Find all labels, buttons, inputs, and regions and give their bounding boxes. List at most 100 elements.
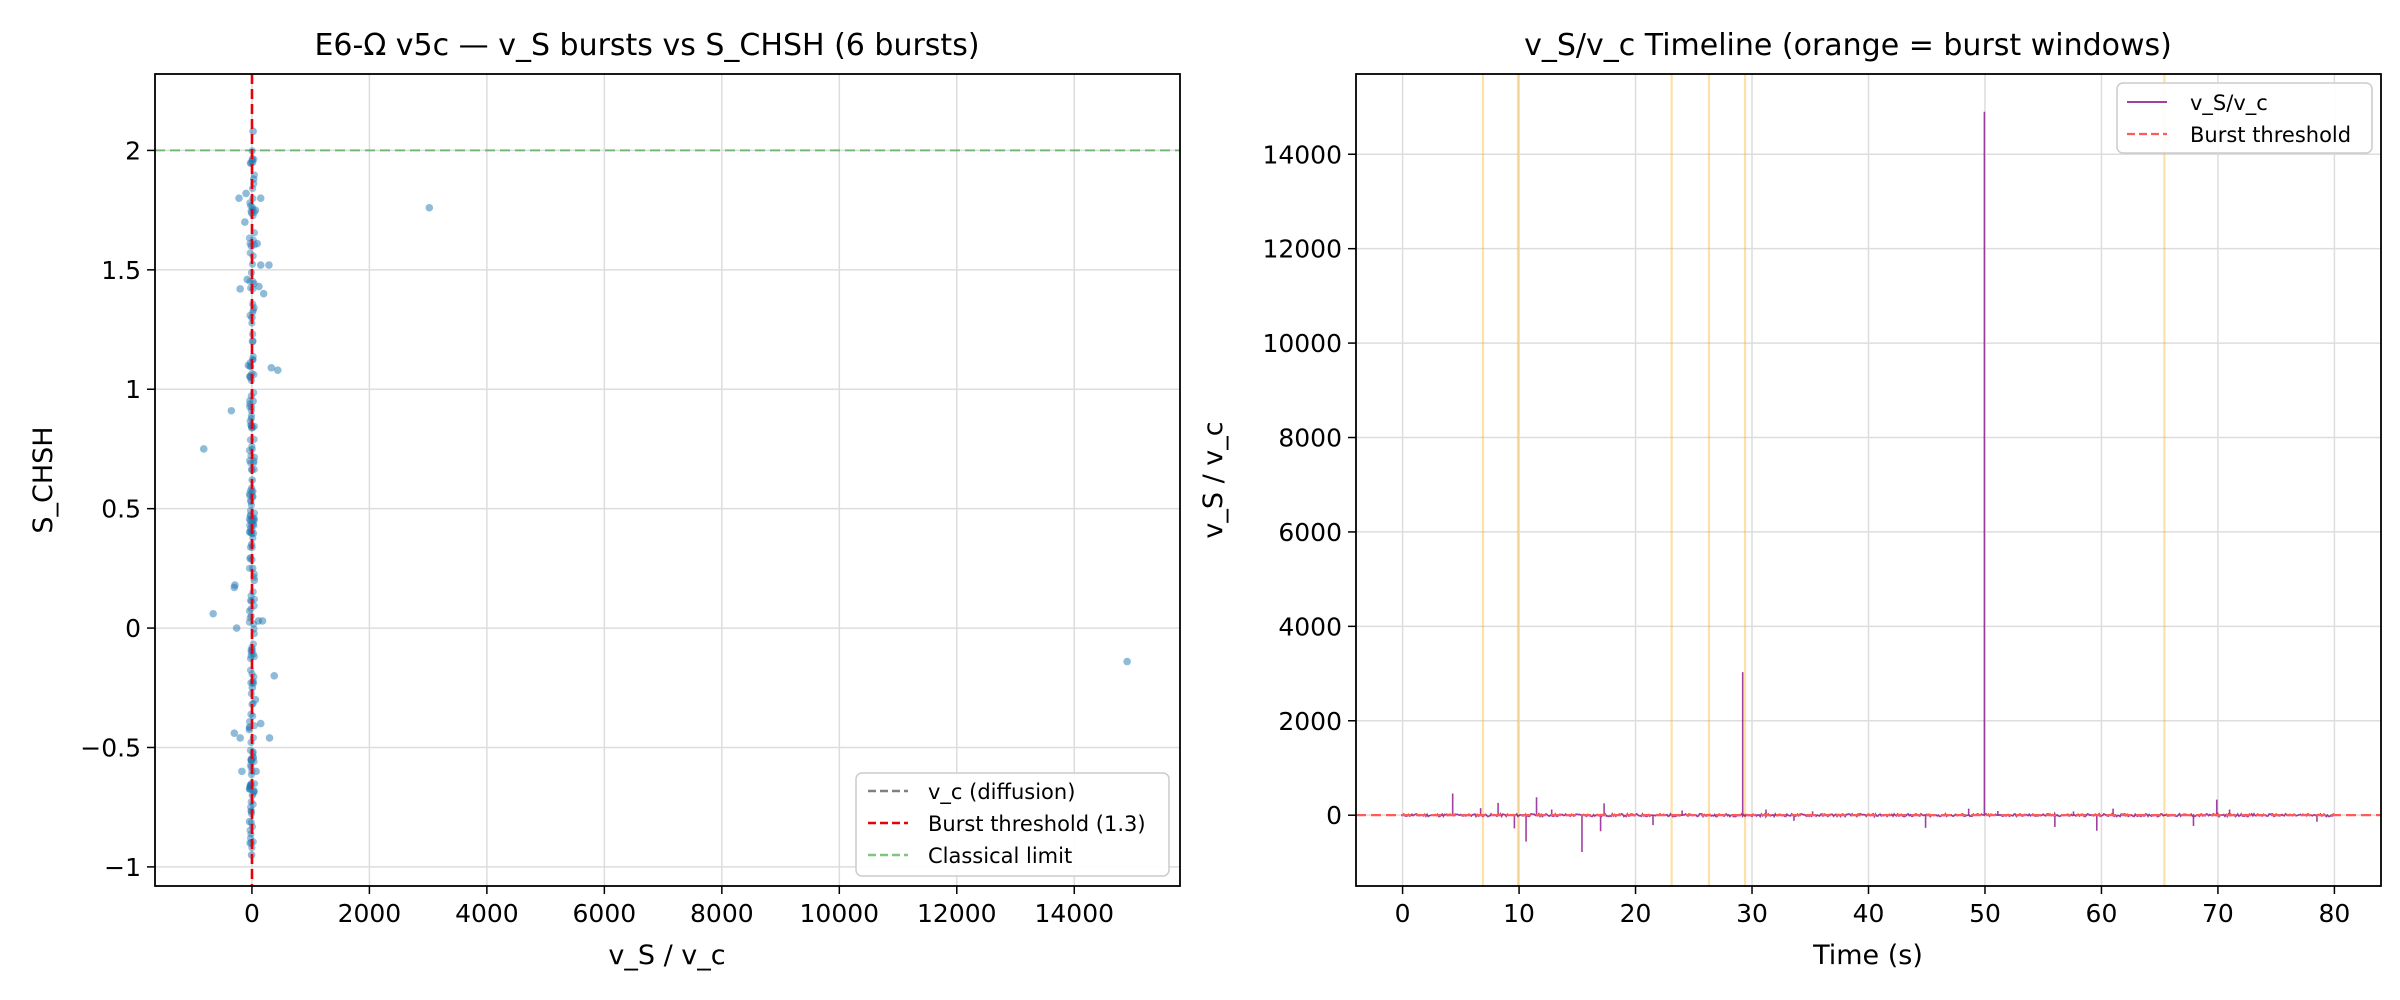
y-tick-label: −1 bbox=[104, 853, 141, 882]
scatter-point bbox=[242, 189, 250, 198]
scatter-point bbox=[256, 194, 265, 202]
x-tick-label: 4000 bbox=[455, 899, 519, 928]
x-tick-label: 40 bbox=[1853, 899, 1885, 928]
x-tick-label: 8000 bbox=[690, 899, 754, 928]
y-tick-label: 0 bbox=[1326, 801, 1342, 830]
x-tick-label: 70 bbox=[2202, 899, 2234, 928]
timeline-panel: v_S/v_c Timeline (orange = burst windows… bbox=[1198, 28, 2382, 971]
scatter-point bbox=[249, 278, 257, 286]
timeline-legend: v_S/v_c Burst threshold bbox=[2116, 82, 2373, 154]
scatter-point bbox=[231, 581, 239, 589]
y-tick-label: 4000 bbox=[1278, 612, 1342, 641]
x-tick-label: 10 bbox=[1503, 899, 1535, 928]
scatter-point bbox=[244, 361, 253, 370]
x-tick-label: 10000 bbox=[800, 899, 880, 928]
legend-label-timeline-burst-threshold: Burst threshold bbox=[2190, 123, 2351, 147]
legend-label-v-s-v-c: v_S/v_c bbox=[2190, 91, 2268, 116]
scatter-legend: v_c (diffusion) Burst threshold (1.3) Cl… bbox=[855, 772, 1170, 877]
scatter-point bbox=[247, 803, 255, 811]
y-tick-label: 2 bbox=[125, 136, 141, 165]
scatter-point bbox=[238, 767, 246, 776]
scatter-point bbox=[248, 683, 257, 692]
scatter-title: E6-Ω v5c — v_S bursts vs S_CHSH (6 burst… bbox=[314, 28, 979, 63]
scatter-point bbox=[256, 261, 265, 269]
scatter-point bbox=[199, 445, 208, 453]
scatter-point bbox=[425, 203, 434, 212]
x-tick-label: 50 bbox=[1969, 899, 2001, 928]
timeline-grid bbox=[1356, 74, 2381, 886]
scatter-point bbox=[258, 617, 267, 625]
scatter-point bbox=[273, 366, 282, 374]
scatter-point bbox=[209, 609, 217, 618]
scatter-point bbox=[251, 695, 260, 704]
scatter-point bbox=[245, 607, 254, 615]
scatter-point bbox=[270, 672, 279, 680]
x-tick-label: 30 bbox=[1736, 899, 1768, 928]
scatter-point bbox=[249, 127, 257, 136]
scatter-point bbox=[243, 275, 252, 284]
scatter-axes-frame bbox=[154, 73, 1181, 887]
scatter-x-label: v_S / v_c bbox=[608, 940, 725, 971]
timeline-y-ticks: 0 2000 4000 6000 8000 10000 12000 14000 bbox=[1262, 140, 1356, 830]
x-tick-label: 0 bbox=[244, 899, 260, 928]
scatter-point bbox=[250, 457, 258, 465]
x-tick-label: 80 bbox=[2319, 899, 2351, 928]
legend-label-v-c: v_c (diffusion) bbox=[928, 780, 1075, 805]
x-tick-label: 12000 bbox=[917, 899, 997, 928]
scatter-point bbox=[255, 282, 263, 291]
scatter-point bbox=[236, 285, 244, 293]
timeline-legend-box bbox=[2116, 82, 2373, 154]
timeline-x-label: Time (s) bbox=[1812, 940, 1923, 971]
scatter-points bbox=[199, 127, 1131, 859]
scatter-point bbox=[230, 729, 239, 737]
scatter-point bbox=[251, 206, 260, 214]
scatter-point bbox=[259, 289, 268, 298]
timeline-x-ticks: 0 10 20 30 40 50 60 70 80 bbox=[1395, 886, 2351, 928]
scatter-point bbox=[265, 261, 273, 269]
scatter-y-label: S_CHSH bbox=[28, 426, 59, 533]
x-tick-label: 60 bbox=[2086, 899, 2118, 928]
series-line-v-s-v-c bbox=[1402, 111, 2335, 853]
scatter-point bbox=[256, 719, 265, 728]
timeline-y-label: v_S / v_c bbox=[1198, 421, 1229, 538]
scatter-point bbox=[267, 363, 276, 372]
scatter-point bbox=[248, 670, 256, 678]
x-tick-label: 0 bbox=[1395, 899, 1411, 928]
x-tick-label: 6000 bbox=[573, 899, 637, 928]
y-tick-label: 10000 bbox=[1262, 329, 1342, 358]
y-tick-label: 14000 bbox=[1262, 140, 1342, 169]
scatter-point bbox=[249, 487, 257, 495]
y-tick-label: −0.5 bbox=[80, 733, 141, 762]
x-tick-label: 14000 bbox=[1035, 899, 1115, 928]
y-tick-label: 1 bbox=[125, 375, 141, 404]
scatter-point bbox=[252, 767, 260, 776]
scatter-legend-box bbox=[855, 772, 1170, 877]
y-tick-label: 2000 bbox=[1278, 707, 1342, 736]
scatter-point bbox=[249, 352, 257, 360]
scatter-point bbox=[232, 624, 241, 632]
scatter-y-ticks: −1 −0.5 0 0.5 1 1.5 2 bbox=[80, 136, 155, 882]
x-tick-label: 20 bbox=[1620, 899, 1652, 928]
scatter-x-ticks: 0 2000 4000 6000 8000 10000 12000 14000 bbox=[244, 886, 1114, 928]
x-tick-label: 2000 bbox=[338, 899, 402, 928]
legend-label-classical-limit: Classical limit bbox=[928, 844, 1072, 868]
y-tick-label: 0.5 bbox=[101, 495, 141, 524]
scatter-point bbox=[249, 712, 257, 720]
scatter-point bbox=[227, 406, 236, 415]
scatter-point bbox=[247, 592, 255, 600]
y-tick-label: 12000 bbox=[1262, 235, 1342, 264]
scatter-point bbox=[245, 817, 254, 826]
scatter-point bbox=[253, 239, 262, 248]
timeline-title: v_S/v_c Timeline (orange = burst windows… bbox=[1524, 28, 2172, 63]
scatter-point bbox=[241, 218, 249, 226]
scatter-point bbox=[236, 734, 244, 742]
scatter-point bbox=[248, 158, 257, 167]
scatter-point bbox=[265, 734, 274, 742]
y-tick-label: 8000 bbox=[1278, 424, 1342, 453]
scatter-point bbox=[1123, 657, 1131, 666]
legend-label-burst-threshold: Burst threshold (1.3) bbox=[928, 812, 1146, 836]
scatter-grid bbox=[155, 74, 1180, 886]
scatter-panel: E6-Ω v5c — v_S bursts vs S_CHSH (6 burst… bbox=[28, 28, 1181, 971]
y-tick-label: 0 bbox=[125, 614, 141, 643]
